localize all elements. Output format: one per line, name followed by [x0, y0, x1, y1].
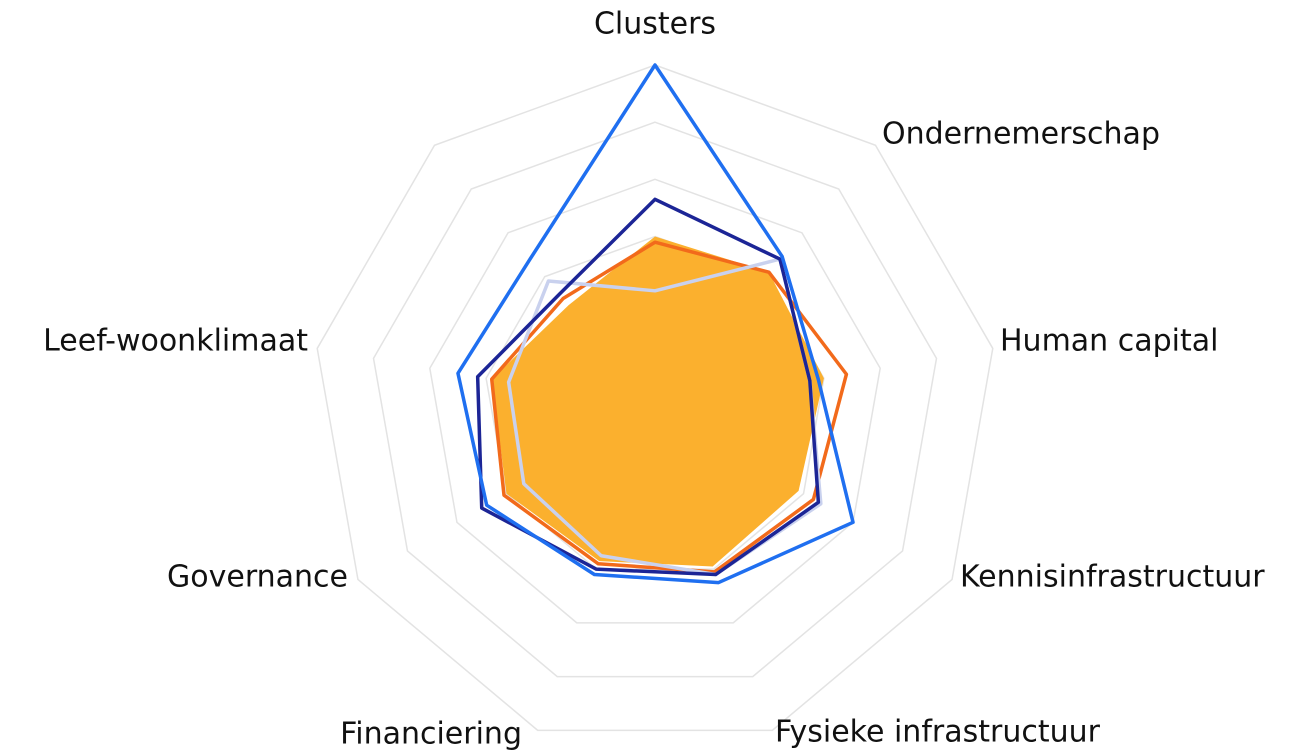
series-line	[456, 63, 855, 585]
series-line	[475, 197, 821, 577]
series-area	[491, 236, 824, 567]
axis-label: Human capital	[1000, 324, 1218, 359]
grid-ring	[429, 178, 881, 624]
grid-ring	[316, 64, 994, 732]
axis-label: Leef-woonklimaat	[43, 324, 308, 359]
axis-label: Governance	[167, 560, 348, 595]
axis-label: Kennisinfrastructuur	[960, 560, 1265, 595]
axis-label: Financiering	[340, 717, 522, 752]
axis-label: Fysieke infrastructuur	[775, 715, 1101, 750]
axis-label: Clusters	[594, 7, 716, 42]
grid-ring	[372, 121, 938, 678]
axis-label: Ondernemerschap	[882, 117, 1160, 152]
